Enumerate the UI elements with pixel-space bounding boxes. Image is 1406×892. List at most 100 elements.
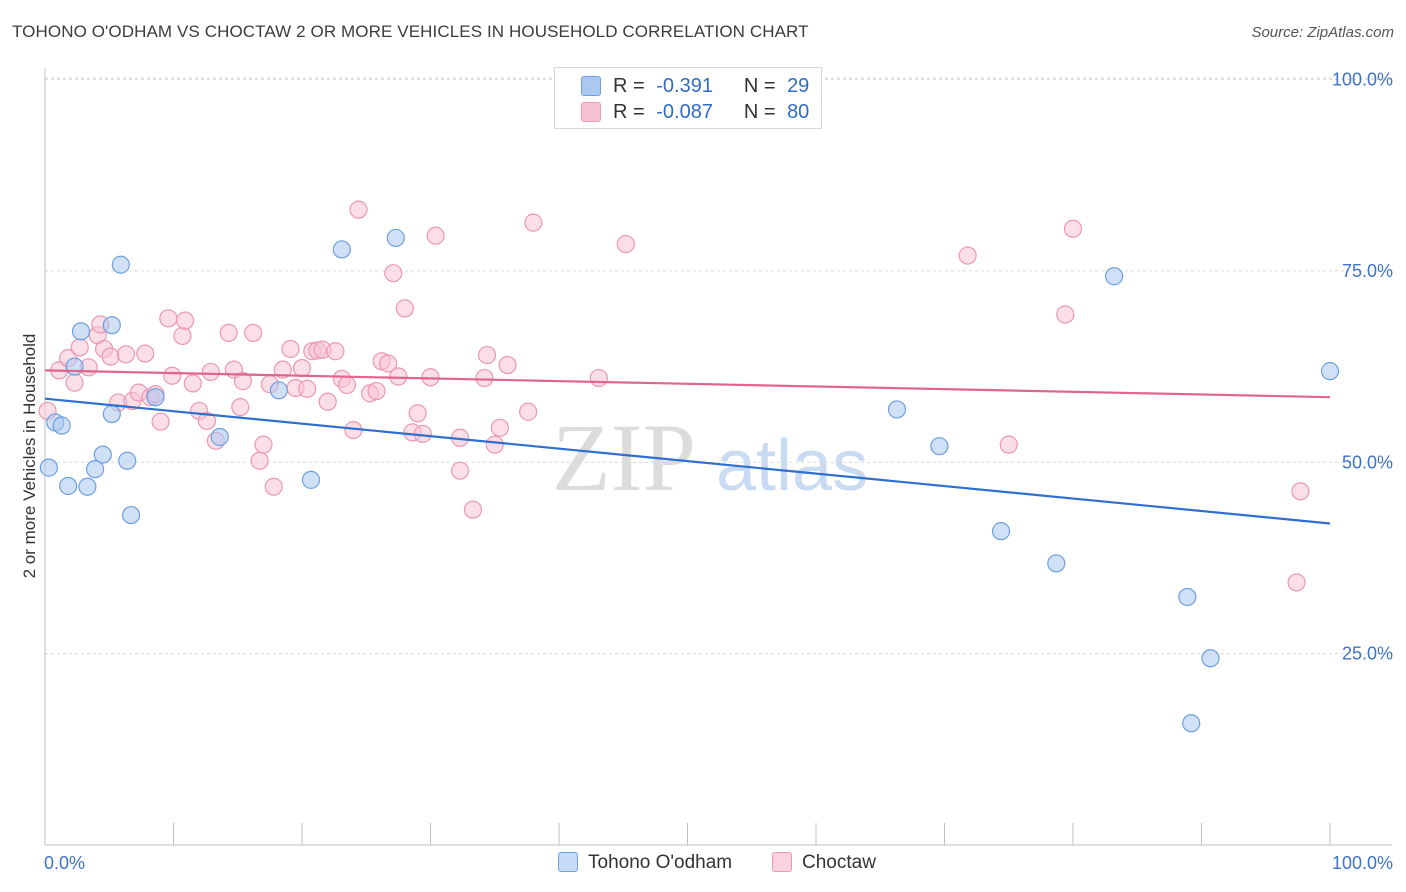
choctaw-point (999, 435, 1018, 454)
choctaw-point (426, 226, 445, 245)
choctaw-point (318, 392, 337, 411)
tohono-point (146, 388, 165, 407)
choctaw-point (498, 355, 517, 375)
tohono-point (52, 416, 71, 435)
choctaw-point (389, 367, 408, 386)
stats-row-tohono: R = -0.391 N = 29 (581, 75, 809, 99)
choctaw-point (197, 411, 217, 431)
choctaw-point (136, 344, 155, 363)
legend-item-choctaw[interactable]: Choctaw (772, 852, 876, 874)
tohono-point (65, 357, 84, 376)
choctaw-point (116, 345, 136, 364)
choctaw-point (159, 309, 178, 328)
choctaw-point (408, 404, 427, 423)
tohono-point (930, 437, 949, 456)
choctaw-point (70, 338, 89, 357)
r-value: -0.087 (656, 101, 713, 123)
y-tick-label: 25.0% (1342, 644, 1393, 664)
x-tick-label: 100.0% (1332, 853, 1393, 873)
choctaw-point (477, 345, 497, 365)
choctaw-point (1056, 305, 1075, 324)
tohono-point (887, 400, 907, 419)
choctaw-point (524, 213, 543, 232)
r-label: R = (613, 101, 645, 123)
r-label: R = (613, 75, 645, 97)
tohono-point (39, 458, 58, 477)
tohono-point (991, 522, 1011, 541)
choctaw-swatch (581, 102, 601, 122)
x-tick-label: 0.0% (44, 853, 85, 873)
tohono-point (78, 477, 97, 496)
choctaw-point (384, 264, 403, 283)
choctaw-point (244, 323, 263, 342)
tohono-point (1320, 362, 1340, 381)
choctaw-point (183, 374, 202, 393)
stats-row-choctaw: R = -0.087 N = 80 (581, 101, 809, 125)
choctaw-point (298, 379, 317, 398)
tohono-point (121, 505, 141, 525)
tohono-point (301, 470, 321, 489)
choctaw-point (1063, 219, 1083, 238)
n-value: 80 (787, 101, 810, 123)
chart-title: TOHONO O'ODHAM VS CHOCTAW 2 OR MORE VEHI… (12, 22, 809, 41)
choctaw-point (292, 358, 312, 378)
tohono-point (59, 476, 78, 496)
legend-item-tohono[interactable]: Tohono O'odham (558, 852, 732, 874)
choctaw-point (958, 246, 977, 265)
choctaw-point (475, 368, 494, 388)
tohono-point (93, 445, 112, 464)
tohono-point (332, 240, 351, 259)
tohono-point (1201, 649, 1220, 668)
tohono-point (210, 427, 229, 447)
choctaw-trend-line (44, 369, 1331, 399)
choctaw-point (175, 311, 195, 330)
choctaw-point (367, 381, 386, 401)
choctaw-point (273, 360, 292, 379)
trend-lines (44, 369, 1331, 525)
source-label: Source: ZipAtlas.com (1251, 24, 1394, 41)
choctaw-point (519, 402, 538, 421)
choctaw-point (173, 326, 192, 346)
tohono-swatch (581, 76, 601, 96)
choctaw-point (616, 234, 635, 254)
legend-label: Choctaw (802, 852, 876, 873)
choctaw-point (201, 362, 220, 382)
choctaw-point (490, 418, 509, 437)
tohono-point (71, 322, 91, 341)
tohono-point (118, 451, 137, 470)
axes (44, 68, 1392, 846)
tick-labels: 25.0% 50.0% 75.0% 100.0% 0.0% 100.0% (44, 70, 1393, 874)
tohono-trend-line (44, 397, 1331, 525)
choctaw-point (264, 477, 283, 496)
n-label: N = (743, 75, 776, 97)
n-label: N = (743, 101, 776, 123)
watermark: ZIP atlas (552, 404, 868, 511)
tohono-point (1047, 554, 1066, 573)
tohono-swatch (558, 852, 578, 872)
choctaw-point (349, 200, 368, 219)
r-value: -0.391 (656, 75, 713, 97)
choctaw-point (65, 373, 84, 392)
tohono-point (1178, 587, 1197, 607)
tohono-point (86, 460, 105, 479)
choctaw-point (1291, 482, 1310, 501)
choctaw-point (231, 398, 250, 417)
tohono-point (102, 316, 121, 335)
tohono-point (111, 255, 130, 274)
series-legend: Tohono O'odham Choctaw (0, 852, 1406, 878)
stats-legend: R = -0.391 N = 29 R = -0.087 N = 80 (554, 67, 822, 129)
tohono-point (386, 228, 405, 248)
y-tick-label: 50.0% (1342, 452, 1393, 472)
choctaw-point (219, 323, 238, 342)
choctaw-point (233, 372, 252, 391)
tohono-point (1182, 714, 1201, 733)
y-tick-label: 100.0% (1332, 70, 1393, 90)
choctaw-point (337, 375, 357, 395)
choctaw-point (1287, 573, 1306, 592)
legend-label: Tohono O'odham (588, 852, 733, 873)
choctaw-point (163, 366, 182, 385)
choctaw-point (281, 339, 300, 359)
choctaw-point (326, 342, 345, 361)
choctaw-point (101, 347, 120, 366)
